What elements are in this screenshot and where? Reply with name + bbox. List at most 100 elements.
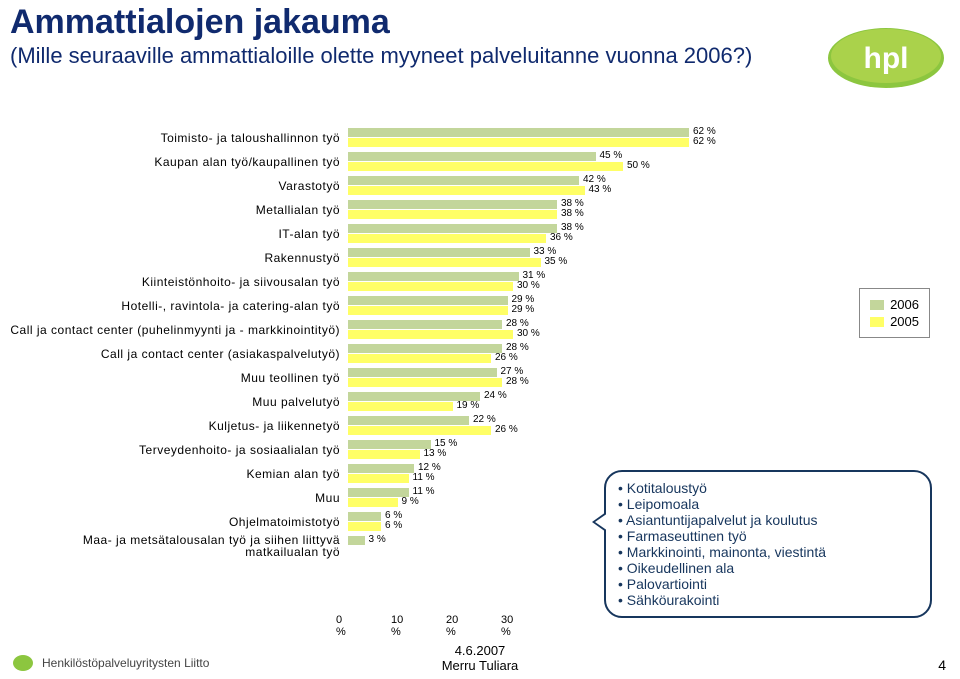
category-label: Muu palvelutyö <box>10 396 348 408</box>
bar-value-2006: 38 % <box>561 223 584 232</box>
bar-value-2006: 3 % <box>369 535 386 544</box>
bar-value-2005: 26 % <box>495 425 518 434</box>
bar-row: Call ja contact center (asiakaspalveluty… <box>10 342 770 366</box>
callout: KotitaloustyöLeipomoalaAsiantuntijapalve… <box>604 470 932 618</box>
bar-row: Muu palvelutyö24 %19 % <box>10 390 770 414</box>
bar-2005 <box>348 210 557 219</box>
bar-2005 <box>348 138 689 147</box>
bar-value-2005: 26 % <box>495 353 518 362</box>
bar-2005 <box>348 282 513 291</box>
footer-center: 4.6.2007 Merru Tuliara <box>0 643 960 673</box>
swatch-2005 <box>870 317 884 327</box>
category-label: Varastotyö <box>10 180 348 192</box>
bar-value-2006: 45 % <box>600 151 623 160</box>
x-tick-label: 0 % <box>336 614 350 638</box>
bar-value-2005: 36 % <box>550 233 573 242</box>
page: Ammattialojen jakauma (Mille seuraaville… <box>0 0 960 679</box>
bar-value-2006: 31 % <box>523 271 546 280</box>
bar-value-2005: 62 % <box>693 137 716 146</box>
bar-value-2006: 22 % <box>473 415 496 424</box>
footer-page-number: 4 <box>938 657 946 673</box>
category-label: Kuljetus- ja liikennetyö <box>10 420 348 432</box>
svg-text:hpl: hpl <box>864 42 909 75</box>
bar-group: 45 %50 % <box>348 150 770 174</box>
bar-2005 <box>348 522 381 531</box>
bar-2006 <box>348 248 530 257</box>
bar-group: 27 %28 % <box>348 366 770 390</box>
bar-group: 28 %26 % <box>348 342 770 366</box>
bar-row: Kiinteistönhoito- ja siivousalan työ31 %… <box>10 270 770 294</box>
footer-date: 4.6.2007 <box>455 643 506 658</box>
callout-item: Kotitaloustyö <box>618 480 918 496</box>
bar-2005 <box>348 378 502 387</box>
category-label: Muu teollinen työ <box>10 372 348 384</box>
bar-value-2006: 29 % <box>512 295 535 304</box>
bar-2005 <box>348 186 585 195</box>
bar-value-2005: 19 % <box>457 401 480 410</box>
callout-item: Palovartiointi <box>618 576 918 592</box>
bar-2005 <box>348 450 420 459</box>
bar-2005 <box>348 426 491 435</box>
legend-item-2005: 2005 <box>870 314 919 329</box>
bar-group: 24 %19 % <box>348 390 770 414</box>
bar-value-2005: 29 % <box>512 305 535 314</box>
category-label: Rakennustyö <box>10 252 348 264</box>
callout-item: Markkinointi, mainonta, viestintä <box>618 544 918 560</box>
bar-2006 <box>348 344 502 353</box>
page-title: Ammattialojen jakauma <box>10 4 950 41</box>
bar-row: IT-alan työ38 %36 % <box>10 222 770 246</box>
category-label: Terveydenhoito- ja sosiaalialan työ <box>10 444 348 456</box>
bar-group: 29 %29 % <box>348 294 770 318</box>
bar-row: Toimisto- ja taloushallinnon työ62 %62 % <box>10 126 770 150</box>
category-label: Muu <box>10 492 348 504</box>
bar-2006 <box>348 440 431 449</box>
bar-row: Call ja contact center (puhelinmyynti ja… <box>10 318 770 342</box>
logo-hpl: hpl <box>816 16 946 96</box>
bar-2006 <box>348 272 519 281</box>
bar-value-2006: 15 % <box>435 439 458 448</box>
bar-group: 33 %35 % <box>348 246 770 270</box>
footer-author: Merru Tuliara <box>442 658 519 673</box>
bar-2006 <box>348 200 557 209</box>
bar-group: 42 %43 % <box>348 174 770 198</box>
bar-2006 <box>348 224 557 233</box>
bar-group: 31 %30 % <box>348 270 770 294</box>
bar-group: 22 %26 % <box>348 414 770 438</box>
callout-list: KotitaloustyöLeipomoalaAsiantuntijapalve… <box>618 480 918 608</box>
bar-2005 <box>348 258 541 267</box>
bar-2006 <box>348 536 365 545</box>
category-label: Ohjelmatoimistotyö <box>10 516 348 528</box>
category-label: Kiinteistönhoito- ja siivousalan työ <box>10 276 348 288</box>
bar-row: Kaupan alan työ/kaupallinen työ45 %50 % <box>10 150 770 174</box>
category-label: Metallialan työ <box>10 204 348 216</box>
bar-value-2006: 6 % <box>385 511 402 520</box>
bar-value-2006: 38 % <box>561 199 584 208</box>
bar-2006 <box>348 152 596 161</box>
bar-2005 <box>348 162 623 171</box>
bar-value-2006: 28 % <box>506 343 529 352</box>
bar-2005 <box>348 306 508 315</box>
bar-group: 38 %38 % <box>348 198 770 222</box>
bar-group: 38 %36 % <box>348 222 770 246</box>
callout-item: Sähköurakointi <box>618 592 918 608</box>
x-tick-label: 20 % <box>446 614 460 638</box>
bar-group: 62 %62 % <box>348 126 770 150</box>
bar-2006 <box>348 512 381 521</box>
bar-row: Hotelli-, ravintola- ja catering-alan ty… <box>10 294 770 318</box>
bar-2006 <box>348 464 414 473</box>
bar-2006 <box>348 488 409 497</box>
bar-row: Varastotyö42 %43 % <box>10 174 770 198</box>
bar-row: Rakennustyö33 %35 % <box>10 246 770 270</box>
legend: 2006 2005 <box>859 288 930 338</box>
bar-2006 <box>348 320 502 329</box>
bar-group: 28 %30 % <box>348 318 770 342</box>
bar-2006 <box>348 416 469 425</box>
category-label: Hotelli-, ravintola- ja catering-alan ty… <box>10 300 348 312</box>
bar-row: Kuljetus- ja liikennetyö22 %26 % <box>10 414 770 438</box>
bar-value-2006: 62 % <box>693 127 716 136</box>
page-subtitle: (Mille seuraaville ammattialoille olette… <box>10 43 950 68</box>
bar-value-2005: 13 % <box>424 449 447 458</box>
bar-value-2005: 30 % <box>517 281 540 290</box>
legend-label-2006: 2006 <box>890 297 919 312</box>
bar-2005 <box>348 474 409 483</box>
